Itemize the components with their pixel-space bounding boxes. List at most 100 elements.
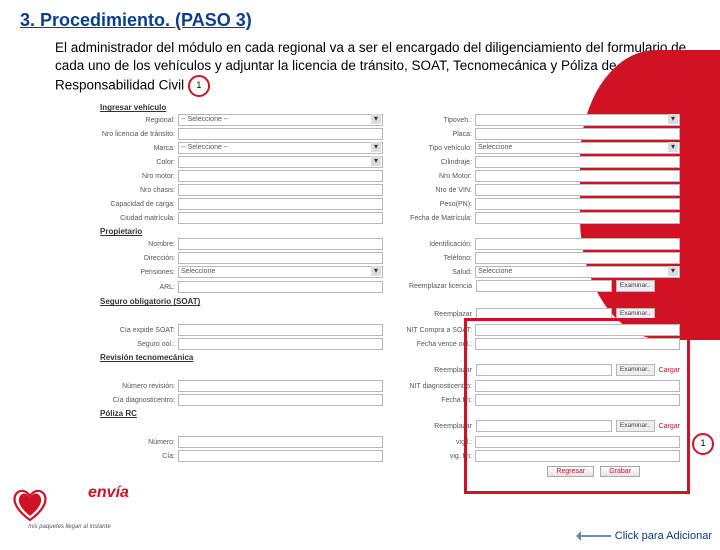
input-vigil[interactable] [475, 436, 680, 448]
lbl-reempsoat: Reemplazar [397, 311, 472, 318]
input-nromotor[interactable] [178, 170, 383, 182]
select-regional[interactable]: -- Seleccione -- [178, 114, 383, 126]
form-screenshot: Ingresar vehículo Regional:-- Seleccione… [100, 103, 680, 477]
btn-examinar-tecno[interactable]: Examinar.. [616, 364, 655, 376]
input-peso[interactable] [475, 198, 680, 210]
input-file-pol[interactable] [476, 420, 612, 432]
section-soat: Seguro obligatorio (SOAT) [100, 297, 680, 306]
arrow-left-icon [577, 535, 611, 537]
circle-number-2: 1 [692, 433, 714, 455]
lbl-numero: Número: [100, 439, 175, 446]
lbl-ciudadmat: Ciudad matrícula: [100, 215, 175, 222]
input-ciudadmat[interactable] [178, 212, 383, 224]
select-tipov[interactable]: Seleccione [475, 142, 680, 154]
lbl-fechafin: Fecha fin: [397, 397, 472, 404]
link-cargar-soat[interactable]: Cargar [659, 311, 680, 318]
lbl-nromotor: Nro motor: [100, 173, 175, 180]
input-cil[interactable] [475, 156, 680, 168]
click-annotation: Click para Adicionar [577, 530, 712, 542]
lbl-peso: Peso(PN): [397, 201, 472, 208]
input-file-soat[interactable] [476, 308, 612, 320]
input-segurool[interactable] [178, 338, 383, 350]
lbl-direccion: Dirección: [100, 255, 175, 262]
page-title: 3. Procedimiento. (PASO 3) [20, 10, 720, 31]
input-capcarga[interactable] [178, 198, 383, 210]
input-cia[interactable] [178, 450, 383, 462]
circle-number-1: 1 [188, 75, 210, 97]
lbl-nitdiag: NIT diagnosticentro: [397, 383, 472, 390]
lbl-reemptecno: Reemplazar [397, 367, 472, 374]
select-pensiones[interactable]: Seleccione [178, 266, 383, 278]
input-nrolic[interactable] [178, 128, 383, 140]
heart-icon [10, 486, 50, 522]
input-nitdiag[interactable] [475, 380, 680, 392]
lbl-capcarga: Capacidad de carga: [100, 201, 175, 208]
section-ingreso: Ingresar vehículo [100, 103, 680, 112]
input-nromotor2[interactable] [475, 170, 680, 182]
lbl-numrev: Número revisión: [100, 383, 175, 390]
input-telefono[interactable] [475, 252, 680, 264]
input-ciadiag[interactable] [178, 394, 383, 406]
lbl-nombre: Nombre: [100, 241, 175, 248]
section-poliza: Póliza RC [100, 409, 680, 418]
lbl-tipoveh: Tipoveh.: [397, 117, 472, 124]
lbl-nrovin: Nro de VIN: [397, 187, 472, 194]
lbl-regional: Regional: [100, 117, 175, 124]
lbl-ident: Identificación: [397, 241, 472, 248]
lbl-vigil: vigil.: [397, 439, 472, 446]
lbl-pensiones: Pensiones: [100, 269, 175, 276]
input-direccion[interactable] [178, 252, 383, 264]
input-file-lic[interactable] [476, 280, 612, 292]
lbl-fechavence: Fecha vence oól.: [397, 341, 472, 348]
logo: envía mis paquetes llegan al instante [10, 486, 129, 530]
input-numrev[interactable] [178, 380, 383, 392]
input-numero[interactable] [178, 436, 383, 448]
lbl-cil: Cilindraje: [397, 159, 472, 166]
lbl-ciaexp: Cía expide SOAT: [100, 327, 175, 334]
lbl-salud2: Salud: [397, 269, 472, 276]
input-vigfin[interactable] [475, 450, 680, 462]
lbl-fechamat: Fecha de Matrícula: [397, 215, 472, 222]
input-fechamat[interactable] [475, 212, 680, 224]
lbl-segurool: Seguro oól.: [100, 341, 175, 348]
lbl-telefono: Teléfono: [397, 255, 472, 262]
lbl-reemppol: Reemplazar [397, 423, 472, 430]
input-file-tecno[interactable] [476, 364, 612, 376]
input-arl[interactable] [178, 281, 383, 293]
btn-examinar-lic[interactable]: Examinar.. [616, 280, 655, 292]
link-cargar-lic[interactable]: Cargar [659, 283, 680, 290]
lbl-tipov: Tipo vehículo: [397, 145, 472, 152]
btn-grabar[interactable]: Grabar [600, 466, 640, 477]
link-cargar-pol[interactable]: Cargar [659, 423, 680, 430]
input-nitcompraa[interactable] [475, 324, 680, 336]
btn-examinar-soat[interactable]: Examinar.. [616, 308, 655, 320]
lbl-arl: ARL: [100, 284, 175, 291]
input-fechafin[interactable] [475, 394, 680, 406]
select-salud[interactable]: Seleccione [475, 266, 680, 278]
description-text: El administrador del módulo en cada regi… [55, 40, 686, 93]
btn-regresar[interactable]: Regresar [547, 466, 594, 477]
lbl-vigfin: vig. fin: [397, 453, 472, 460]
input-nombre[interactable] [178, 238, 383, 250]
description: El administrador del módulo en cada regi… [55, 39, 690, 97]
input-fechavence[interactable] [475, 338, 680, 350]
lbl-color: Color: [100, 159, 175, 166]
lbl-placa: Placa: [397, 131, 472, 138]
link-cargar-tecno[interactable]: Cargar [659, 367, 680, 374]
select-tipoveh[interactable] [475, 114, 680, 126]
input-nrovin[interactable] [475, 184, 680, 196]
select-marca[interactable]: -- Seleccione -- [178, 142, 383, 154]
lbl-nitcompraa: NIT Compra a SOAT: [397, 327, 472, 334]
lbl-marca: Marca: [100, 145, 175, 152]
input-placa[interactable] [475, 128, 680, 140]
action-buttons: Regresar Grabar [100, 466, 640, 477]
lbl-reemplic: Reemplazar licencia [397, 283, 472, 290]
lbl-nromotor2: Nro Motor: [397, 173, 472, 180]
input-ciaexp[interactable] [178, 324, 383, 336]
input-ident[interactable] [475, 238, 680, 250]
select-color[interactable] [178, 156, 383, 168]
btn-examinar-pol[interactable]: Examinar.. [616, 420, 655, 432]
logo-word: envía [88, 484, 129, 502]
input-nrochasis[interactable] [178, 184, 383, 196]
lbl-nrolic: Nro licencia de tránsito: [100, 131, 175, 138]
